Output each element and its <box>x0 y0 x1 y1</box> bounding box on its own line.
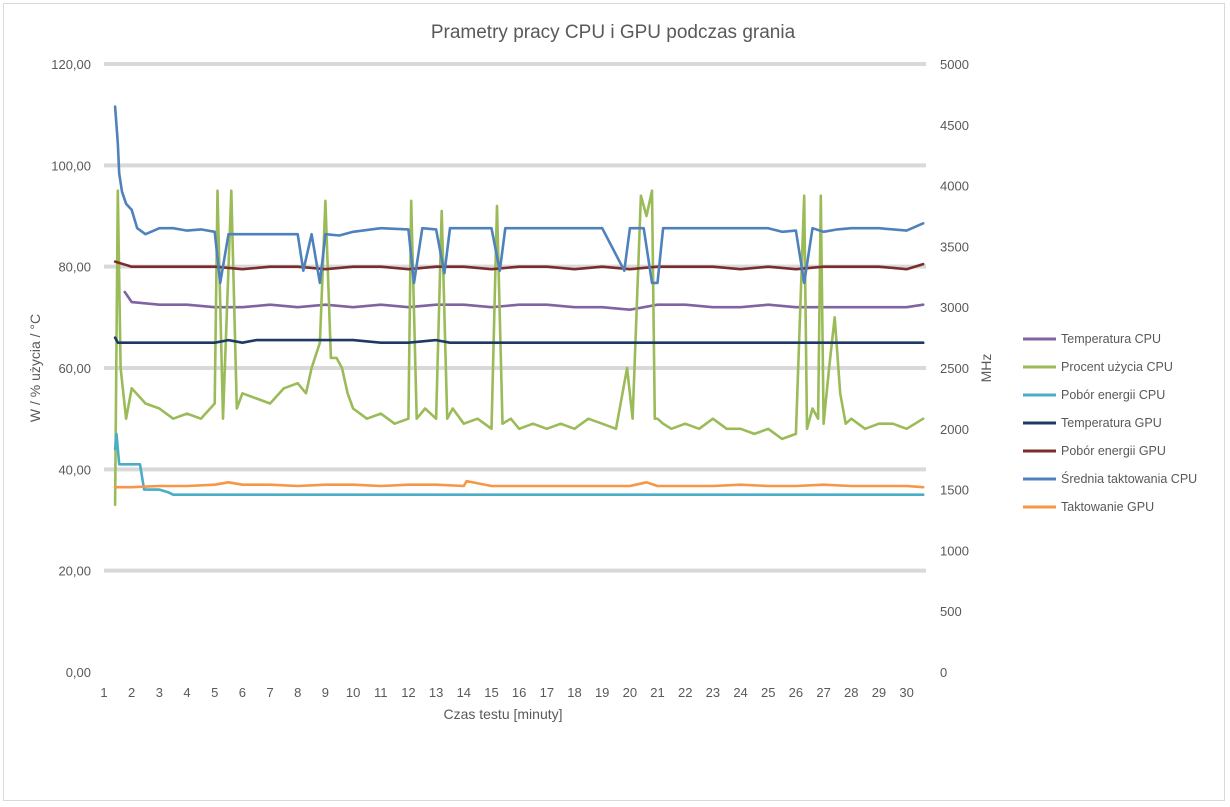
series-lines <box>113 105 925 507</box>
x-tick-label: 23 <box>706 685 720 700</box>
x-tick-label: 16 <box>512 685 526 700</box>
series-line-7 <box>113 479 925 489</box>
x-axis-label: Czas testu [minuty] <box>443 706 562 722</box>
x-tick-label: 11 <box>374 685 388 700</box>
x-tick-label: 8 <box>294 685 301 700</box>
y-axis-left: 0,00 20,00 40,00 60,00 80,00 100,00 120,00 <box>51 57 91 680</box>
x-tick-label: 17 <box>540 685 554 700</box>
x-tick-label: 1 <box>100 685 107 700</box>
x-tick-label: 14 <box>457 685 471 700</box>
x-axis: 1 2 3 4 5 6 7 8 9 10 11 12 13 14 15 16 17 18 19 20 21 22 23 24 2… <box>100 685 913 700</box>
x-tick-label: 30 <box>899 685 913 700</box>
y-left-tick-label: 0,00 <box>66 665 91 680</box>
y-right-tick-label: 500 <box>940 604 962 619</box>
x-tick-label: 9 <box>322 685 329 700</box>
x-tick-label: 15 <box>484 685 498 700</box>
y-left-tick-label: 100,00 <box>51 158 91 173</box>
y-left-tick-label: 120,00 <box>51 57 91 72</box>
series-line-5 <box>113 260 925 271</box>
y-right-tick-label: 3000 <box>940 300 969 315</box>
x-tick-label: 13 <box>429 685 443 700</box>
y-axis-right: 0 500 1000 1500 2000 2500 3000 3500 4000 4500 5000 <box>940 57 969 680</box>
y-axis-left-label: W / % użycia / °C <box>27 314 43 422</box>
series-line-2 <box>113 189 925 507</box>
y-axis-right-label: MHz <box>978 354 994 383</box>
series-line-4 <box>113 336 925 345</box>
y-left-tick-label: 20,00 <box>58 564 91 579</box>
y-right-tick-label: 4000 <box>940 179 969 194</box>
x-tick-label: 12 <box>401 685 415 700</box>
x-tick-label: 4 <box>183 685 190 700</box>
chart-frame <box>3 3 1225 801</box>
chart-title: Prametry pracy CPU i GPU podczas grania <box>431 22 796 43</box>
x-tick-label: 25 <box>761 685 775 700</box>
y-left-tick-label: 80,00 <box>58 260 91 275</box>
x-tick-label: 26 <box>789 685 803 700</box>
x-tick-label: 22 <box>678 685 692 700</box>
series-line-6 <box>113 105 925 285</box>
x-tick-label: 28 <box>844 685 858 700</box>
x-tick-label: 6 <box>239 685 246 700</box>
legend: Temperatura CPU Procent użycia CPU Pobór e… <box>1023 332 1197 514</box>
y-right-tick-label: 2500 <box>940 361 969 376</box>
legend-entry-label: Procent użycia CPU <box>1061 360 1173 374</box>
y-right-tick-label: 1500 <box>940 483 969 498</box>
x-tick-label: 10 <box>346 685 360 700</box>
y-right-tick-label: 5000 <box>940 57 969 72</box>
legend-entry-label: Pobór energii CPU <box>1061 388 1165 402</box>
gridlines <box>104 62 926 573</box>
x-tick-label: 2 <box>128 685 135 700</box>
legend-entry-label: Temperatura CPU <box>1061 332 1161 346</box>
series-line-1 <box>123 290 925 312</box>
y-right-tick-label: 3500 <box>940 239 969 254</box>
legend-entry-label: Pobór energii GPU <box>1061 444 1166 458</box>
x-tick-label: 7 <box>266 685 273 700</box>
y-right-tick-label: 0 <box>940 665 947 680</box>
legend-entry-label: Średnia taktowania CPU <box>1061 471 1197 486</box>
x-tick-label: 5 <box>211 685 218 700</box>
y-left-tick-label: 40,00 <box>58 462 91 477</box>
y-right-tick-label: 2000 <box>940 422 969 437</box>
series-line-3 <box>113 432 925 497</box>
legend-entry-label: Temperatura GPU <box>1061 416 1162 430</box>
x-tick-label: 18 <box>567 685 581 700</box>
x-tick-label: 3 <box>156 685 163 700</box>
x-tick-label: 21 <box>650 685 664 700</box>
legend-entry-label: Taktowanie GPU <box>1061 500 1154 514</box>
x-tick-label: 20 <box>623 685 637 700</box>
x-tick-label: 27 <box>816 685 830 700</box>
x-tick-label: 29 <box>872 685 886 700</box>
y-right-tick-label: 4500 <box>940 118 969 133</box>
y-left-tick-label: 60,00 <box>58 361 91 376</box>
x-tick-label: 19 <box>595 685 609 700</box>
x-tick-label: 24 <box>733 685 747 700</box>
y-right-tick-label: 1000 <box>940 543 969 558</box>
